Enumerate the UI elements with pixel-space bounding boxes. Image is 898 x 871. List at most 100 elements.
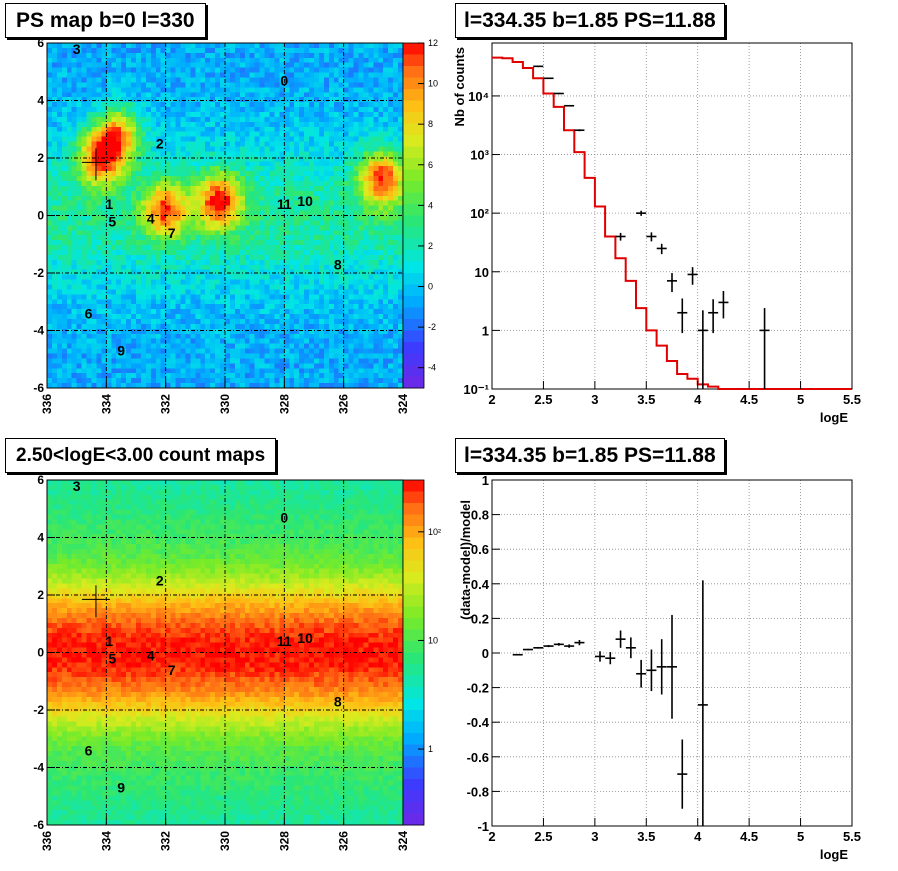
ps-map-xtick-label: 330: [218, 394, 232, 414]
ps-map-colorbar: 12 10 8 6 4 2 0 -2 -4: [402, 38, 438, 389]
ps-map-ytick-label: -4: [33, 324, 44, 338]
ps-map-colorbar-label: 2: [428, 241, 433, 251]
spectrum-xtick-label: 5.5: [843, 392, 861, 407]
ps-map-colorbar-label: 10: [428, 79, 438, 89]
ps-map-panel: 336 334 332 330 328 326 324 6 4 2 0 -2 -4 -6 0 1 2 3 4 5 6 7 8…: [33, 36, 410, 414]
ps-map-colorbar-label: 12: [428, 38, 438, 48]
residual-ytick-label: 1: [482, 473, 489, 488]
residual-ylabel: (data-model)/model: [458, 500, 473, 620]
ps-map-cells: [47, 43, 404, 389]
ps-map-source-label: 3: [73, 41, 81, 57]
count-map-xtick-label: 334: [99, 831, 113, 851]
count-map-ytick-label: -4: [33, 761, 44, 775]
ps-map-colorbar-label: 6: [428, 160, 433, 170]
spectrum-frame: [491, 42, 853, 390]
count-map-source-label: 10: [297, 630, 313, 646]
residual-xtick-label: 3.5: [637, 829, 655, 844]
spectrum-panel: 2 2.5 3 3.5 4 4.5 5 5.5 10⁴ 10³ 10² 10 1 10⁻¹ logE Nb o…: [452, 42, 861, 425]
residual-ytick-label: 0: [482, 646, 489, 661]
residual-ytick-label: 0.2: [471, 611, 489, 626]
spectrum-ylabel: Nb of counts: [452, 47, 467, 126]
count-map-colorbar: 10² 10 1: [402, 479, 441, 826]
spectrum-ytick-label: 10⁻¹: [463, 382, 489, 397]
spectrum-xtick-label: 2: [488, 392, 495, 407]
ps-map-colorbar-label: 8: [428, 119, 433, 129]
spectrum-xtick-label: 3.5: [637, 392, 655, 407]
ps-map-source-label: 6: [85, 305, 93, 321]
residual-ytick-label: -0.6: [467, 750, 489, 765]
count-map-xtick-label: 332: [159, 831, 173, 851]
ps-map-xtick-label: 332: [159, 394, 173, 414]
residual-ytick-label: -0.8: [467, 784, 489, 799]
ps-map-xtick-label: 326: [337, 394, 351, 414]
ps-map-ytick-label: 6: [37, 36, 44, 50]
spectrum-ytick-label: 10⁴: [468, 89, 489, 104]
count-map-xtick-label: 328: [277, 831, 291, 851]
residual-xlabel: logE: [820, 847, 848, 862]
spectrum-model-line: [492, 56, 852, 390]
ps-map-colorbar-label: 0: [428, 282, 433, 292]
ps-map-colorbar-label: -4: [428, 363, 436, 373]
ps-map-source-label: 0: [280, 72, 288, 88]
spectrum-xtick-label: 4: [694, 392, 702, 407]
count-map-source-label: 5: [108, 650, 116, 666]
ps-map-colorbar-label: 4: [428, 200, 433, 210]
spectrum-xtick-label: 3: [591, 392, 598, 407]
residual-xtick-label: 4.5: [740, 829, 758, 844]
count-map-source-label: 4: [147, 647, 155, 663]
ps-map-source-label: 11: [277, 196, 292, 212]
spectrum-xtick-label: 4.5: [740, 392, 758, 407]
spectrum-ytick-label: 10: [475, 265, 489, 280]
ps-map-title: PS map b=0 l=330: [5, 3, 206, 38]
count-map-ytick-label: 2: [37, 588, 44, 602]
spectrum-ytick-label: 10²: [470, 206, 489, 221]
count-map-ytick-label: 6: [37, 473, 44, 487]
ps-map-source-label: 8: [334, 256, 342, 272]
count-map-ytick-label: -6: [33, 818, 44, 832]
count-map-ytick-label: 0: [37, 646, 44, 660]
ps-map-xtick-label: 334: [99, 394, 113, 414]
residual-ytick-label: -1: [477, 819, 489, 834]
count-map-source-label: 0: [280, 509, 288, 525]
residual-xtick-label: 2.5: [534, 829, 552, 844]
residual-panel: 2 2.5 3 3.5 4 4.5 5 5.5 1 0.8 0.6 0.4 0.2 0 -0.2 -0.4 -0…: [458, 473, 861, 862]
count-map-colorbar-label: 10: [428, 635, 438, 645]
ps-map-colorbar-cells: [403, 43, 424, 389]
ps-map-colorbar-frame: [402, 42, 425, 389]
count-map-source-label: 8: [334, 693, 342, 709]
count-map-source-label: 3: [73, 478, 81, 494]
ps-map-xtick-label: 324: [396, 394, 410, 414]
ps-map-ytick-label: -6: [33, 381, 44, 395]
residual-xtick-label: 5: [797, 829, 804, 844]
ps-map-ytick-label: 2: [37, 151, 44, 165]
spectrum-xtick-label: 5: [797, 392, 804, 407]
residual-xtick-label: 2: [488, 829, 495, 844]
spectrum-title: l=334.35 b=1.85 PS=11.88: [455, 3, 725, 38]
ps-map-ytick-label: 4: [37, 94, 44, 108]
ps-map-ytick-label: -2: [33, 266, 44, 280]
ps-map-source-label: 9: [117, 343, 125, 359]
residual-ytick-label: -0.4: [467, 715, 490, 730]
count-map-colorbar-label: 10²: [428, 527, 441, 537]
residual-xtick-label: 5.5: [843, 829, 861, 844]
count-map-cells: [47, 480, 404, 826]
spectrum-xlabel: logE: [820, 410, 848, 425]
ps-map-xtick-label: 336: [40, 394, 54, 414]
count-map-source-label: 11: [277, 633, 292, 649]
count-map-xtick-label: 336: [40, 831, 54, 851]
ps-map-source-label: 1: [105, 196, 113, 212]
ps-map-source-label: 4: [147, 210, 155, 226]
residual-ytick-label: -0.2: [467, 681, 489, 696]
count-map-source-label: 9: [117, 780, 125, 796]
ps-map-source-label: 2: [156, 136, 164, 152]
spectrum-ytick-label: 1: [482, 323, 489, 338]
count-map-colorbar-frame: [402, 479, 425, 826]
spectrum-xtick-label: 2.5: [534, 392, 552, 407]
count-map-xtick-label: 326: [337, 831, 351, 851]
count-map-source-label: 1: [105, 633, 113, 649]
count-map-colorbar-cells: [403, 480, 424, 826]
residual-ytick-label: 0.4: [471, 577, 490, 592]
ps-map-source-label: 5: [108, 213, 116, 229]
